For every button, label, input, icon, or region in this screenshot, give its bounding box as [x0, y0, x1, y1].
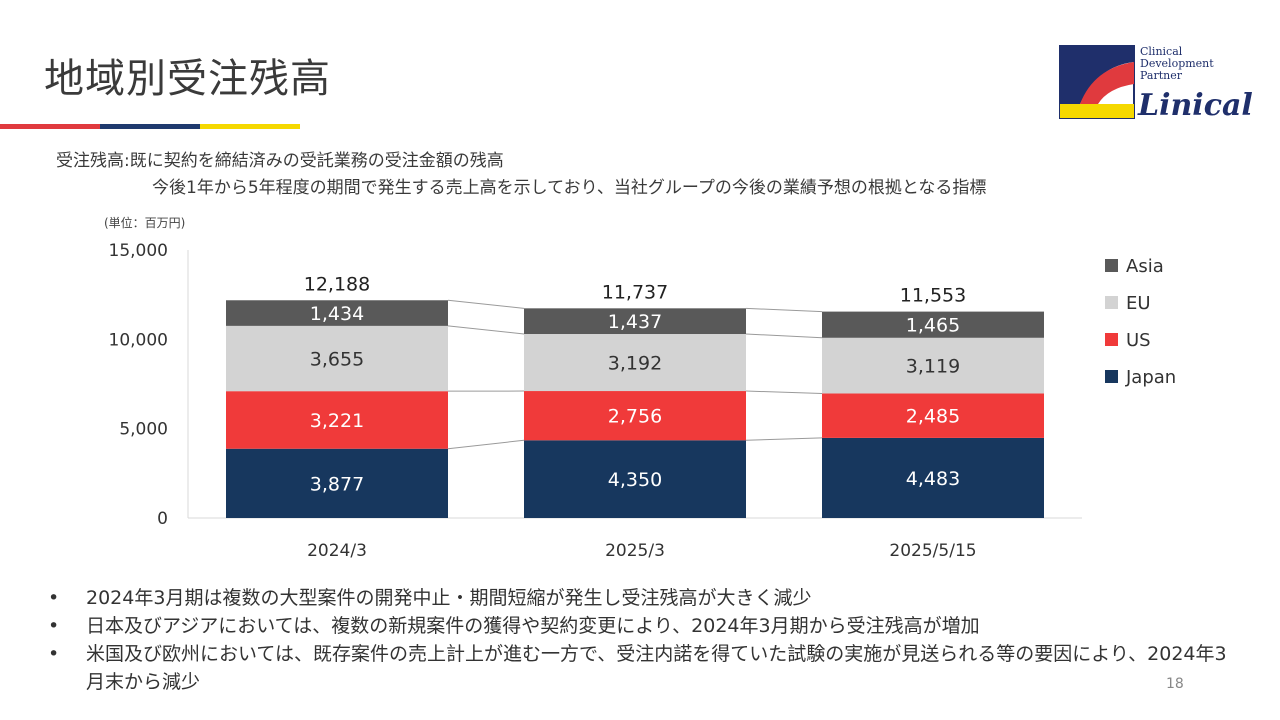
data-label: 4,483: [906, 468, 960, 490]
data-label: 2,485: [906, 406, 960, 428]
total-label: 11,553: [900, 285, 966, 307]
logo-wordmark: Linical: [1138, 88, 1253, 123]
accent-bar-red: [0, 124, 100, 129]
legend-label: EU: [1126, 293, 1151, 314]
total-label: 12,188: [304, 273, 370, 295]
x-tick-label: 2024/3: [307, 541, 367, 561]
bullet-item: 米国及び欧州においては、既存案件の売上計上が進む一方で、受注内諾を得ていた試験の…: [44, 640, 1244, 696]
legend-label: Japan: [1125, 367, 1176, 388]
bar-segment-us: [226, 391, 448, 449]
logo-tagline: Clinical Development Partner: [1140, 45, 1214, 82]
data-label: 3,119: [906, 356, 960, 378]
bullet-item: 日本及びアジアにおいては、複数の新規案件の獲得や契約変更により、2024年3月期…: [44, 612, 1244, 640]
connector-line: [447, 439, 525, 450]
bar-segment-japan: [524, 440, 746, 518]
legend-swatch-asia: [1105, 259, 1118, 272]
legend-swatch-japan: [1105, 370, 1118, 383]
connector-line: [447, 325, 525, 335]
bar-segment-us: [524, 391, 746, 441]
legend-swatch-us: [1105, 333, 1118, 346]
total-label: 11,737: [602, 281, 668, 303]
company-logo: Clinical Development Partner Linical: [1058, 44, 1258, 126]
y-tick-label: 0: [157, 509, 168, 529]
connector-line: [447, 299, 525, 309]
bar-segment-asia: [226, 300, 448, 326]
y-tick-label: 10,000: [109, 330, 168, 350]
bar-segment-japan: [822, 437, 1044, 518]
bullet-item: 2024年3月期は複数の大型案件の開発中止・期間短縮が発生し受注残高が大きく減少: [44, 584, 1244, 612]
definition-line-1: 受注残高:既に契約を締結済みの受託業務の受注金額の残高: [56, 151, 504, 171]
bar-segment-eu: [822, 337, 1044, 394]
y-tick-label: 15,000: [109, 241, 168, 261]
data-label: 1,465: [906, 315, 960, 337]
data-label: 4,350: [608, 469, 662, 491]
data-label: 1,437: [608, 311, 662, 333]
data-label: 3,192: [608, 353, 662, 375]
bar-segment-japan: [226, 448, 448, 518]
definition-text: 受注残高:既に契約を締結済みの受託業務の受注金額の残高 今後1年から5年程度の期…: [56, 146, 986, 198]
page-number: 18: [1166, 676, 1184, 692]
bar-segment-asia: [524, 308, 746, 335]
bar-segment-asia: [822, 311, 1044, 338]
bar-segment-eu: [524, 334, 746, 392]
bullet-list: 2024年3月期は複数の大型案件の開発中止・期間短縮が発生し受注残高が大きく減少…: [44, 584, 1244, 696]
accent-bar-navy: [100, 124, 200, 129]
legend-swatch-eu: [1105, 296, 1118, 309]
logo-emblem-icon: [1059, 45, 1135, 119]
unit-note: (単位：百万円): [104, 216, 186, 230]
connector-line: [745, 437, 823, 441]
definition-line-2: 今後1年から5年程度の期間で発生する売上高を示しており、当社グループの今後の業績…: [152, 178, 987, 198]
connector-line: [745, 307, 823, 313]
page-title: 地域別受注残高: [44, 56, 331, 102]
connector-line: [745, 390, 823, 395]
y-tick-label: 5,000: [119, 420, 168, 440]
data-label: 3,877: [310, 473, 364, 495]
x-tick-label: 2025/5/15: [889, 541, 976, 561]
stacked-bar-chart: 0 5,000 10,000 15,000 3,877 3,221 3,655 1,434 12…: [109, 241, 1177, 561]
bar-segment-eu: [226, 325, 448, 392]
data-label: 1,434: [310, 303, 364, 325]
legend-label: Asia: [1126, 256, 1164, 277]
legend-label: US: [1126, 330, 1151, 351]
data-label: 3,221: [310, 410, 364, 432]
data-label: 2,756: [608, 406, 662, 428]
bar-segment-us: [822, 393, 1044, 438]
connector-line: [745, 333, 823, 339]
data-label: 3,655: [310, 349, 364, 371]
x-tick-label: 2025/3: [605, 541, 665, 561]
accent-bar-yellow: [200, 124, 300, 129]
